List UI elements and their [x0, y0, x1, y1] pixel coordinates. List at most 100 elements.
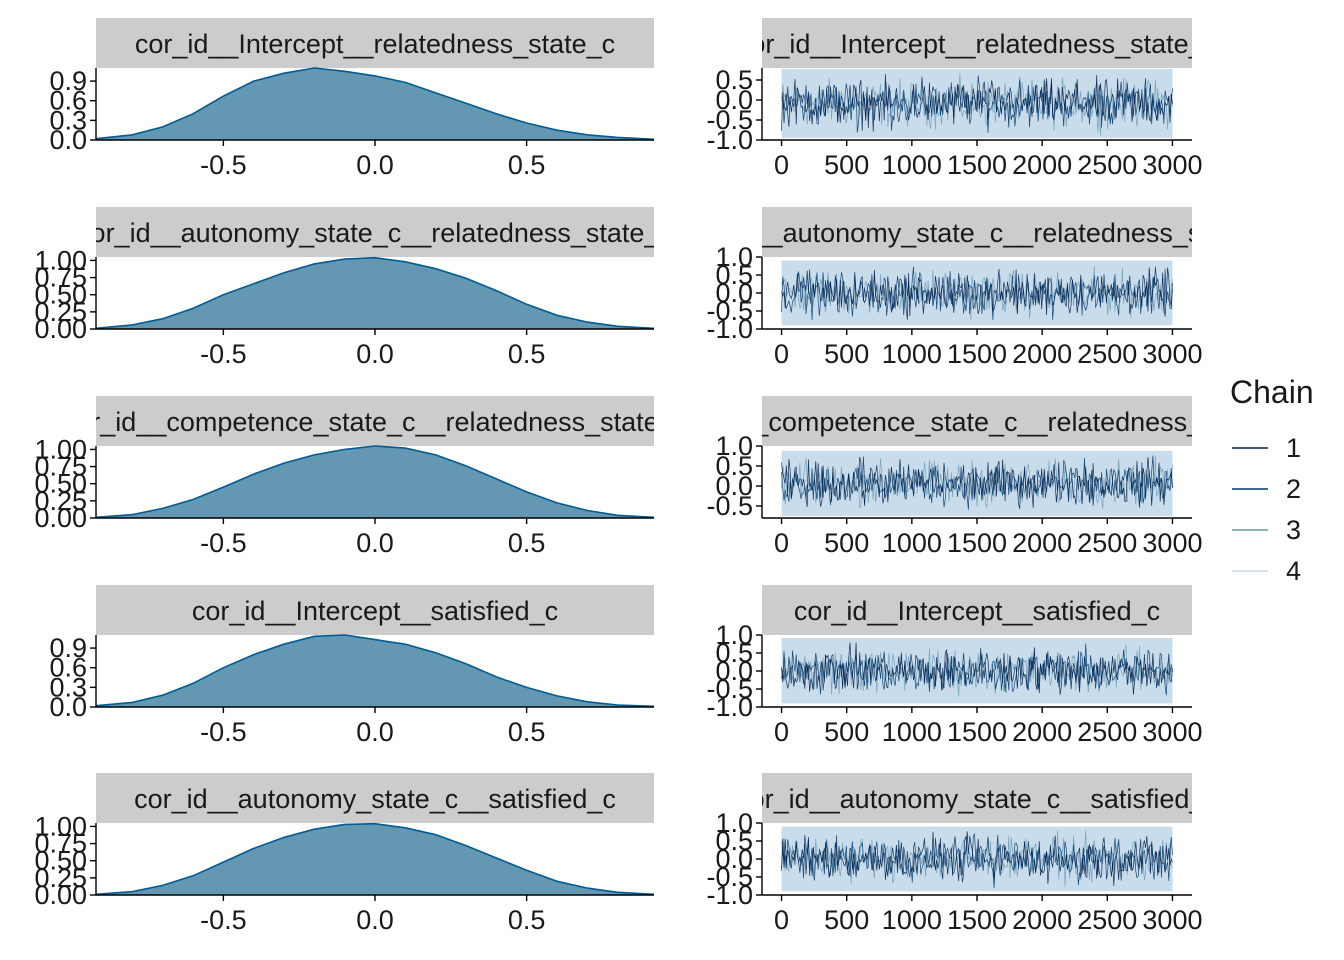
y-tick-label: 0.75 — [34, 452, 87, 482]
panel-9: cor_id__autonomy_state_c__satisfied_c 0.0… — [34, 773, 654, 935]
x-tick-label: 0 — [774, 150, 789, 180]
x-tick-label: 1500 — [947, 150, 1007, 180]
x-tick-label: 2500 — [1077, 717, 1137, 747]
x-tick-label: 2500 — [1077, 150, 1137, 180]
chain-1-trace — [781, 267, 1173, 320]
x-tick-label: 0.5 — [508, 150, 546, 180]
y-tick-label: -0.5 — [706, 862, 753, 892]
x-tick-label: 3000 — [1142, 528, 1202, 558]
y-tick-label: -0.5 — [706, 491, 753, 521]
density-curve — [96, 822, 654, 896]
x-tick-label: 2000 — [1012, 339, 1072, 369]
y-tick-label: 0.5 — [715, 826, 753, 856]
panel-2: cor_id__Intercept__relatedness_state_c -1… — [706, 18, 1217, 180]
density-area — [96, 257, 654, 329]
facet-strip — [96, 773, 654, 823]
y-tick-label: 1.00 — [34, 434, 87, 464]
y-tick-label: 0.0 — [49, 692, 87, 722]
y-tick-label: -0.5 — [706, 674, 753, 704]
y-tick-label: 0.9 — [49, 66, 87, 96]
x-tick-label: -0.5 — [200, 528, 247, 558]
y-tick-label: 1.0 — [715, 431, 753, 461]
y-tick-label: 0.5 — [715, 451, 753, 481]
chain-3-trace — [781, 73, 1173, 136]
panel-4: cor_id__autonomy_state_c__relatedness_st… — [679, 207, 1275, 369]
x-tick-label: -0.5 — [200, 905, 247, 935]
y-tick-label: 0.6 — [49, 653, 87, 683]
x-tick-label: 0.0 — [356, 528, 394, 558]
facet-title: cor_id__autonomy_state_c__satisfied_c — [736, 784, 1218, 814]
x-tick-label: 500 — [824, 150, 869, 180]
facet-strip — [762, 396, 1192, 446]
x-tick-label: 0.5 — [508, 528, 546, 558]
y-tick-label: -1.0 — [706, 125, 753, 155]
x-tick-label: 0 — [774, 528, 789, 558]
y-tick-label: 1.0 — [715, 808, 753, 838]
facet-title: cor_id__autonomy_state_c__relatedness_st… — [77, 218, 673, 248]
density-curve — [96, 445, 654, 519]
y-tick-label: 0.0 — [715, 85, 753, 115]
y-tick-label: 0.00 — [34, 314, 87, 344]
y-tick-label: 0.00 — [34, 503, 87, 533]
x-tick-label: 500 — [824, 905, 869, 935]
facet-strip — [762, 585, 1192, 635]
x-tick-label: 500 — [824, 339, 869, 369]
y-tick-label: -1.0 — [706, 880, 753, 910]
chain-2-trace — [781, 455, 1173, 510]
legend-label-chain-4: 4 — [1286, 556, 1301, 586]
y-tick-label: 0.6 — [49, 86, 87, 116]
legend-label-chain-1: 1 — [1286, 433, 1301, 463]
x-tick-label: 3000 — [1142, 717, 1202, 747]
x-tick-label: 2500 — [1077, 528, 1137, 558]
x-tick-label: 500 — [824, 717, 869, 747]
y-tick-label: 0.75 — [34, 263, 87, 293]
x-tick-label: 1000 — [882, 528, 942, 558]
panel-3: cor_id__autonomy_state_c__relatedness_st… — [34, 207, 673, 369]
y-tick-label: 0.3 — [49, 105, 87, 135]
x-tick-label: 3000 — [1142, 339, 1202, 369]
panel-10: cor_id__autonomy_state_c__satisfied_c -1.… — [706, 773, 1218, 935]
density-curve — [96, 256, 654, 330]
panel-6: cor_id__competence_state_c__relatedness_… — [706, 396, 1202, 558]
facet-title: cor_id__autonomy_state_c__satisfied_c — [134, 784, 616, 814]
facet-title: cor_id__Intercept__relatedness_state_c — [737, 29, 1217, 59]
chain-3-trace — [781, 266, 1173, 320]
y-tick-label: 0.3 — [49, 672, 87, 702]
y-tick-label: 0.75 — [34, 829, 87, 859]
x-tick-label: 0 — [774, 905, 789, 935]
x-tick-label: 1000 — [882, 150, 942, 180]
facet-title: cor_id__competence_state_c__relatedness_… — [63, 407, 687, 437]
y-tick-label: 1.0 — [715, 620, 753, 650]
facet-strip — [96, 585, 654, 635]
x-tick-label: 2000 — [1012, 528, 1072, 558]
y-tick-label: -0.5 — [706, 105, 753, 135]
chain-1-trace — [781, 74, 1173, 132]
x-tick-label: 1000 — [882, 905, 942, 935]
facet-title: cor_id__autonomy_state_c__relatedness_st… — [679, 218, 1275, 248]
legend-title: Chain — [1230, 374, 1314, 410]
y-tick-label: 0.25 — [34, 863, 87, 893]
facet-strip — [762, 18, 1192, 68]
x-tick-label: 3000 — [1142, 905, 1202, 935]
chain-1-trace — [781, 456, 1173, 509]
x-tick-label: -0.5 — [200, 150, 247, 180]
panel-8: cor_id__Intercept__satisfied_c-1.0-0.50.… — [706, 585, 1202, 747]
y-tick-label: 0.50 — [34, 846, 87, 876]
panel-1: cor_id__Intercept__relatedness_state_c 0.… — [49, 18, 654, 180]
y-tick-label: 0.50 — [34, 469, 87, 499]
y-tick-label: 0.0 — [715, 471, 753, 501]
legend-label-chain-2: 2 — [1286, 474, 1301, 504]
panel-7: cor_id__Intercept__satisfied_c0.00.30.60… — [49, 585, 654, 747]
density-curve — [96, 634, 654, 708]
x-tick-label: 2000 — [1012, 150, 1072, 180]
x-tick-label: 1500 — [947, 717, 1007, 747]
facet-strip — [96, 396, 654, 446]
y-tick-label: -0.5 — [706, 296, 753, 326]
x-tick-label: 2500 — [1077, 905, 1137, 935]
y-tick-label: 0.5 — [715, 65, 753, 95]
x-tick-label: 0.0 — [356, 339, 394, 369]
x-tick-label: -0.5 — [200, 339, 247, 369]
chain-1-trace — [781, 831, 1173, 886]
x-tick-label: 1000 — [882, 717, 942, 747]
